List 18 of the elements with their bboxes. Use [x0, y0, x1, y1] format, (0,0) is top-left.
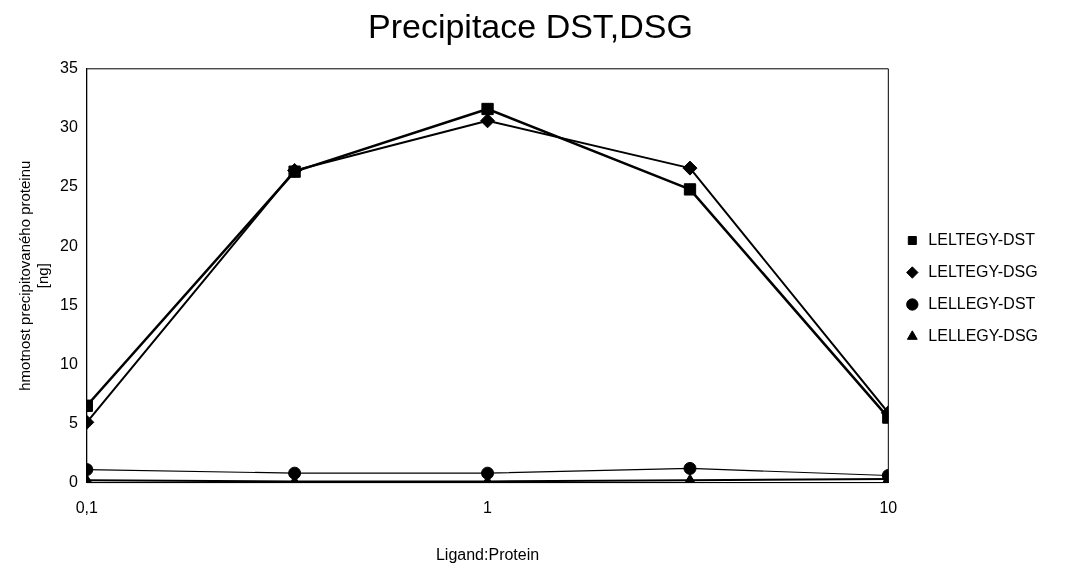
x-tick-label: 0,1: [75, 498, 99, 516]
legend-label: LELLEGY-DSG: [928, 326, 1038, 344]
y-tick-label: 35: [60, 59, 78, 77]
y-tick-label: 25: [60, 177, 78, 195]
chart-title: Precipitace DST,DSG: [368, 6, 693, 45]
y-tick-label: 0: [68, 473, 78, 491]
x-axis-title: Ligand:Protein: [435, 545, 540, 563]
legend-label: LELLEGY-DST: [928, 294, 1036, 312]
y-tick-label: 10: [60, 354, 78, 372]
x-tick-label: 1: [483, 498, 493, 516]
legend-label: LELTEGY-DSG: [928, 262, 1038, 280]
x-tick-label: 10: [879, 498, 898, 516]
y-tick-label: 20: [60, 236, 78, 254]
legend-label: LELTEGY-DST: [928, 230, 1036, 248]
y-tick-label: 30: [60, 118, 78, 136]
y-tick-label: 5: [68, 413, 78, 431]
y-tick-label: 15: [60, 295, 78, 313]
y-axis-title: hmotnost precipitovaného proteinu [ng]: [16, 160, 52, 391]
